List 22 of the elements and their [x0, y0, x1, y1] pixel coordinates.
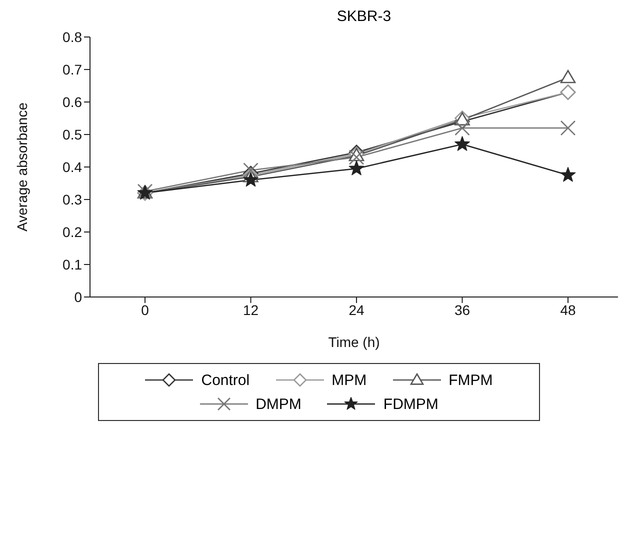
- y-tick-label: 0.5: [62, 126, 82, 142]
- legend-label: Control: [201, 372, 250, 388]
- y-tick-label: 0.3: [62, 191, 82, 208]
- x-tick-label: 0: [141, 302, 150, 318]
- y-tick-label: 0.6: [62, 94, 82, 110]
- x-tick-label: 12: [242, 302, 259, 318]
- y-tick-label: 0: [74, 288, 82, 305]
- y-tick-label: 0.1: [62, 256, 82, 272]
- chart-title: SKBR-3: [336, 8, 392, 25]
- x-tick-label: 36: [454, 302, 470, 318]
- legend-label: FMPM: [448, 372, 493, 388]
- y-tick-label: 0.2: [62, 224, 82, 240]
- legend-label: FDMPM: [383, 396, 438, 412]
- y-tick-label: 0.7: [62, 61, 82, 78]
- x-axis-title: Time (h): [328, 334, 380, 350]
- y-axis-title: Average absorbance: [14, 102, 30, 232]
- y-tick-label: 0.4: [62, 158, 82, 175]
- x-tick-label: 24: [348, 302, 364, 318]
- y-tick-label: 0.8: [62, 28, 82, 45]
- x-tick-label: 48: [560, 302, 576, 318]
- legend-label: DMPM: [256, 396, 302, 412]
- legend-label: MPM: [332, 372, 367, 388]
